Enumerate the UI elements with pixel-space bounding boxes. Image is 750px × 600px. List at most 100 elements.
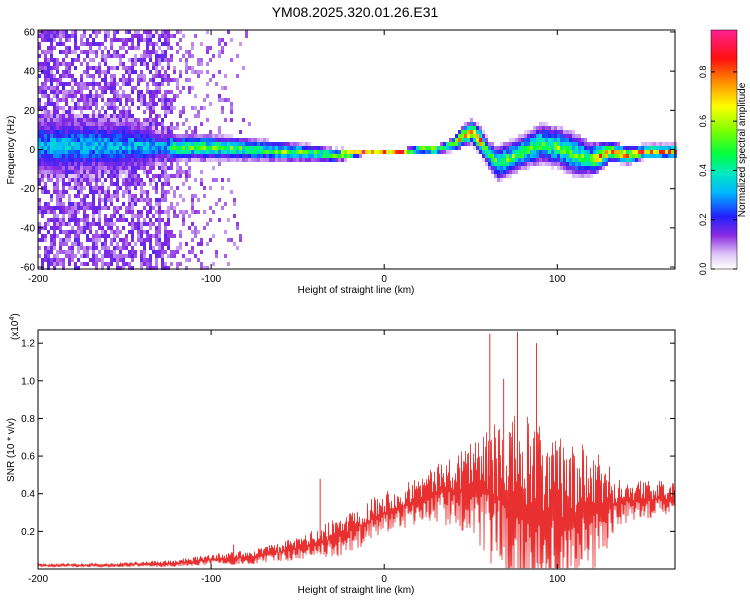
spectrogram-cell [194,158,197,162]
spectrogram-cell [101,158,104,162]
spectrogram-cell [578,154,581,158]
spectrogram-cell [572,170,575,174]
spectrogram-cell [44,30,47,34]
spectrogram-cell [590,142,593,146]
spectrogram-cell [179,134,182,138]
spectrogram-cell [170,34,173,38]
spectrogram-cell [488,158,491,162]
spectrogram-cell [41,190,44,194]
spectrogram-cell [83,138,86,142]
spectrogram-cell [128,146,131,150]
x-tick-label: -200 [28,274,48,285]
spectrogram-cell [104,122,107,126]
spectrogram-cell [530,134,533,138]
spectrogram-cell [128,134,131,138]
spectrogram-cell [65,242,68,246]
spectrogram-cell [68,82,71,86]
spectrogram-cell [47,62,50,66]
spectrogram-cell [131,46,134,50]
spectrogram-cell [599,166,602,170]
spectrogram-cell [107,102,110,106]
spectrogram-cell [545,162,548,166]
spectrogram-cell [224,118,227,122]
spectrogram-cell [221,154,224,158]
spectrogram-cell [149,166,152,170]
spectrogram-cell [101,86,104,90]
spectrogram-cell [104,162,107,166]
spectrogram-cell [161,242,164,246]
spectrogram-cell [41,134,44,138]
spectrogram-cell [218,146,221,150]
spectrogram-cell [80,138,83,142]
spectrogram-cell [158,154,161,158]
spectrogram-cell [509,170,512,174]
spectrogram-cell [233,138,236,142]
spectrogram-cell [161,150,164,154]
y-tick-label: 0.6 [21,452,35,463]
spectrogram-cell [92,170,95,174]
spectrogram-cell [155,62,158,66]
spectrogram-cell [47,218,50,222]
spectrogram-cell [38,42,41,46]
spectrogram-cell [200,182,203,186]
spectrogram-cell [635,154,638,158]
spectrogram-cell [44,134,47,138]
spectrogram-cell [494,146,497,150]
spectrogram-cell [206,146,209,150]
spectrogram-cell [146,54,149,58]
spectrogram-cell [38,34,41,38]
spectrogram-cell [167,206,170,210]
spectrogram-cell [137,238,140,242]
spectrogram-cell [551,138,554,142]
spectrogram-cell [65,250,68,254]
spectrogram-cell [158,202,161,206]
spectrogram-cell [101,150,104,154]
spectrogram-cell [593,150,596,154]
spectrogram-cell [290,150,293,154]
spectrogram-cell [41,234,44,238]
spectrogram-cell [614,146,617,150]
spectrogram-cell [53,246,56,250]
spectrogram-cell [92,190,95,194]
spectrogram-cell [92,82,95,86]
spectrogram-cell [164,182,167,186]
spectrogram-cell [185,158,188,162]
spectrogram-cell [50,142,53,146]
spectrogram-cell [233,242,236,246]
spectrogram-cell [92,38,95,42]
spectrogram-cell [119,246,122,250]
spectrogram-cell [89,82,92,86]
spectrogram-cell [320,154,323,158]
spectrogram-cell [266,142,269,146]
spectrogram-cell [98,142,101,146]
spectrogram-cell [56,126,59,130]
spectrogram-cell [221,134,224,138]
spectrogram-cell [161,74,164,78]
spectrogram-cell [191,54,194,58]
colorbar-ticks: 0.00.20.40.60.8 [698,66,737,275]
spectrogram-cell [77,158,80,162]
spectrogram-cell [86,214,89,218]
spectrogram-cell [182,214,185,218]
spectrogram-cell [539,142,542,146]
snr-panel: -200 -100 0 100 0.20.40.60.81.01.2 Height o… [6,313,676,596]
spectrogram-cell [65,118,68,122]
spectrogram-cell [539,154,542,158]
spectrogram-cell [44,102,47,106]
spectrogram-cell [134,166,137,170]
spectrogram-cell [524,150,527,154]
spectrogram-cell [119,214,122,218]
spectrogram-cell [158,158,161,162]
spectrogram-cell [581,170,584,174]
spectrogram-cell [182,210,185,214]
spectrogram-cell [518,154,521,158]
spectrogram-cell [146,230,149,234]
spectrogram-cell [185,242,188,246]
spectrogram-cell [44,190,47,194]
spectrogram-cell [542,130,545,134]
spectrogram-cell [137,150,140,154]
spectrogram-cell [71,130,74,134]
spectrogram-cell [56,154,59,158]
spectrogram-cell [260,150,263,154]
spectrogram-cell [185,154,188,158]
